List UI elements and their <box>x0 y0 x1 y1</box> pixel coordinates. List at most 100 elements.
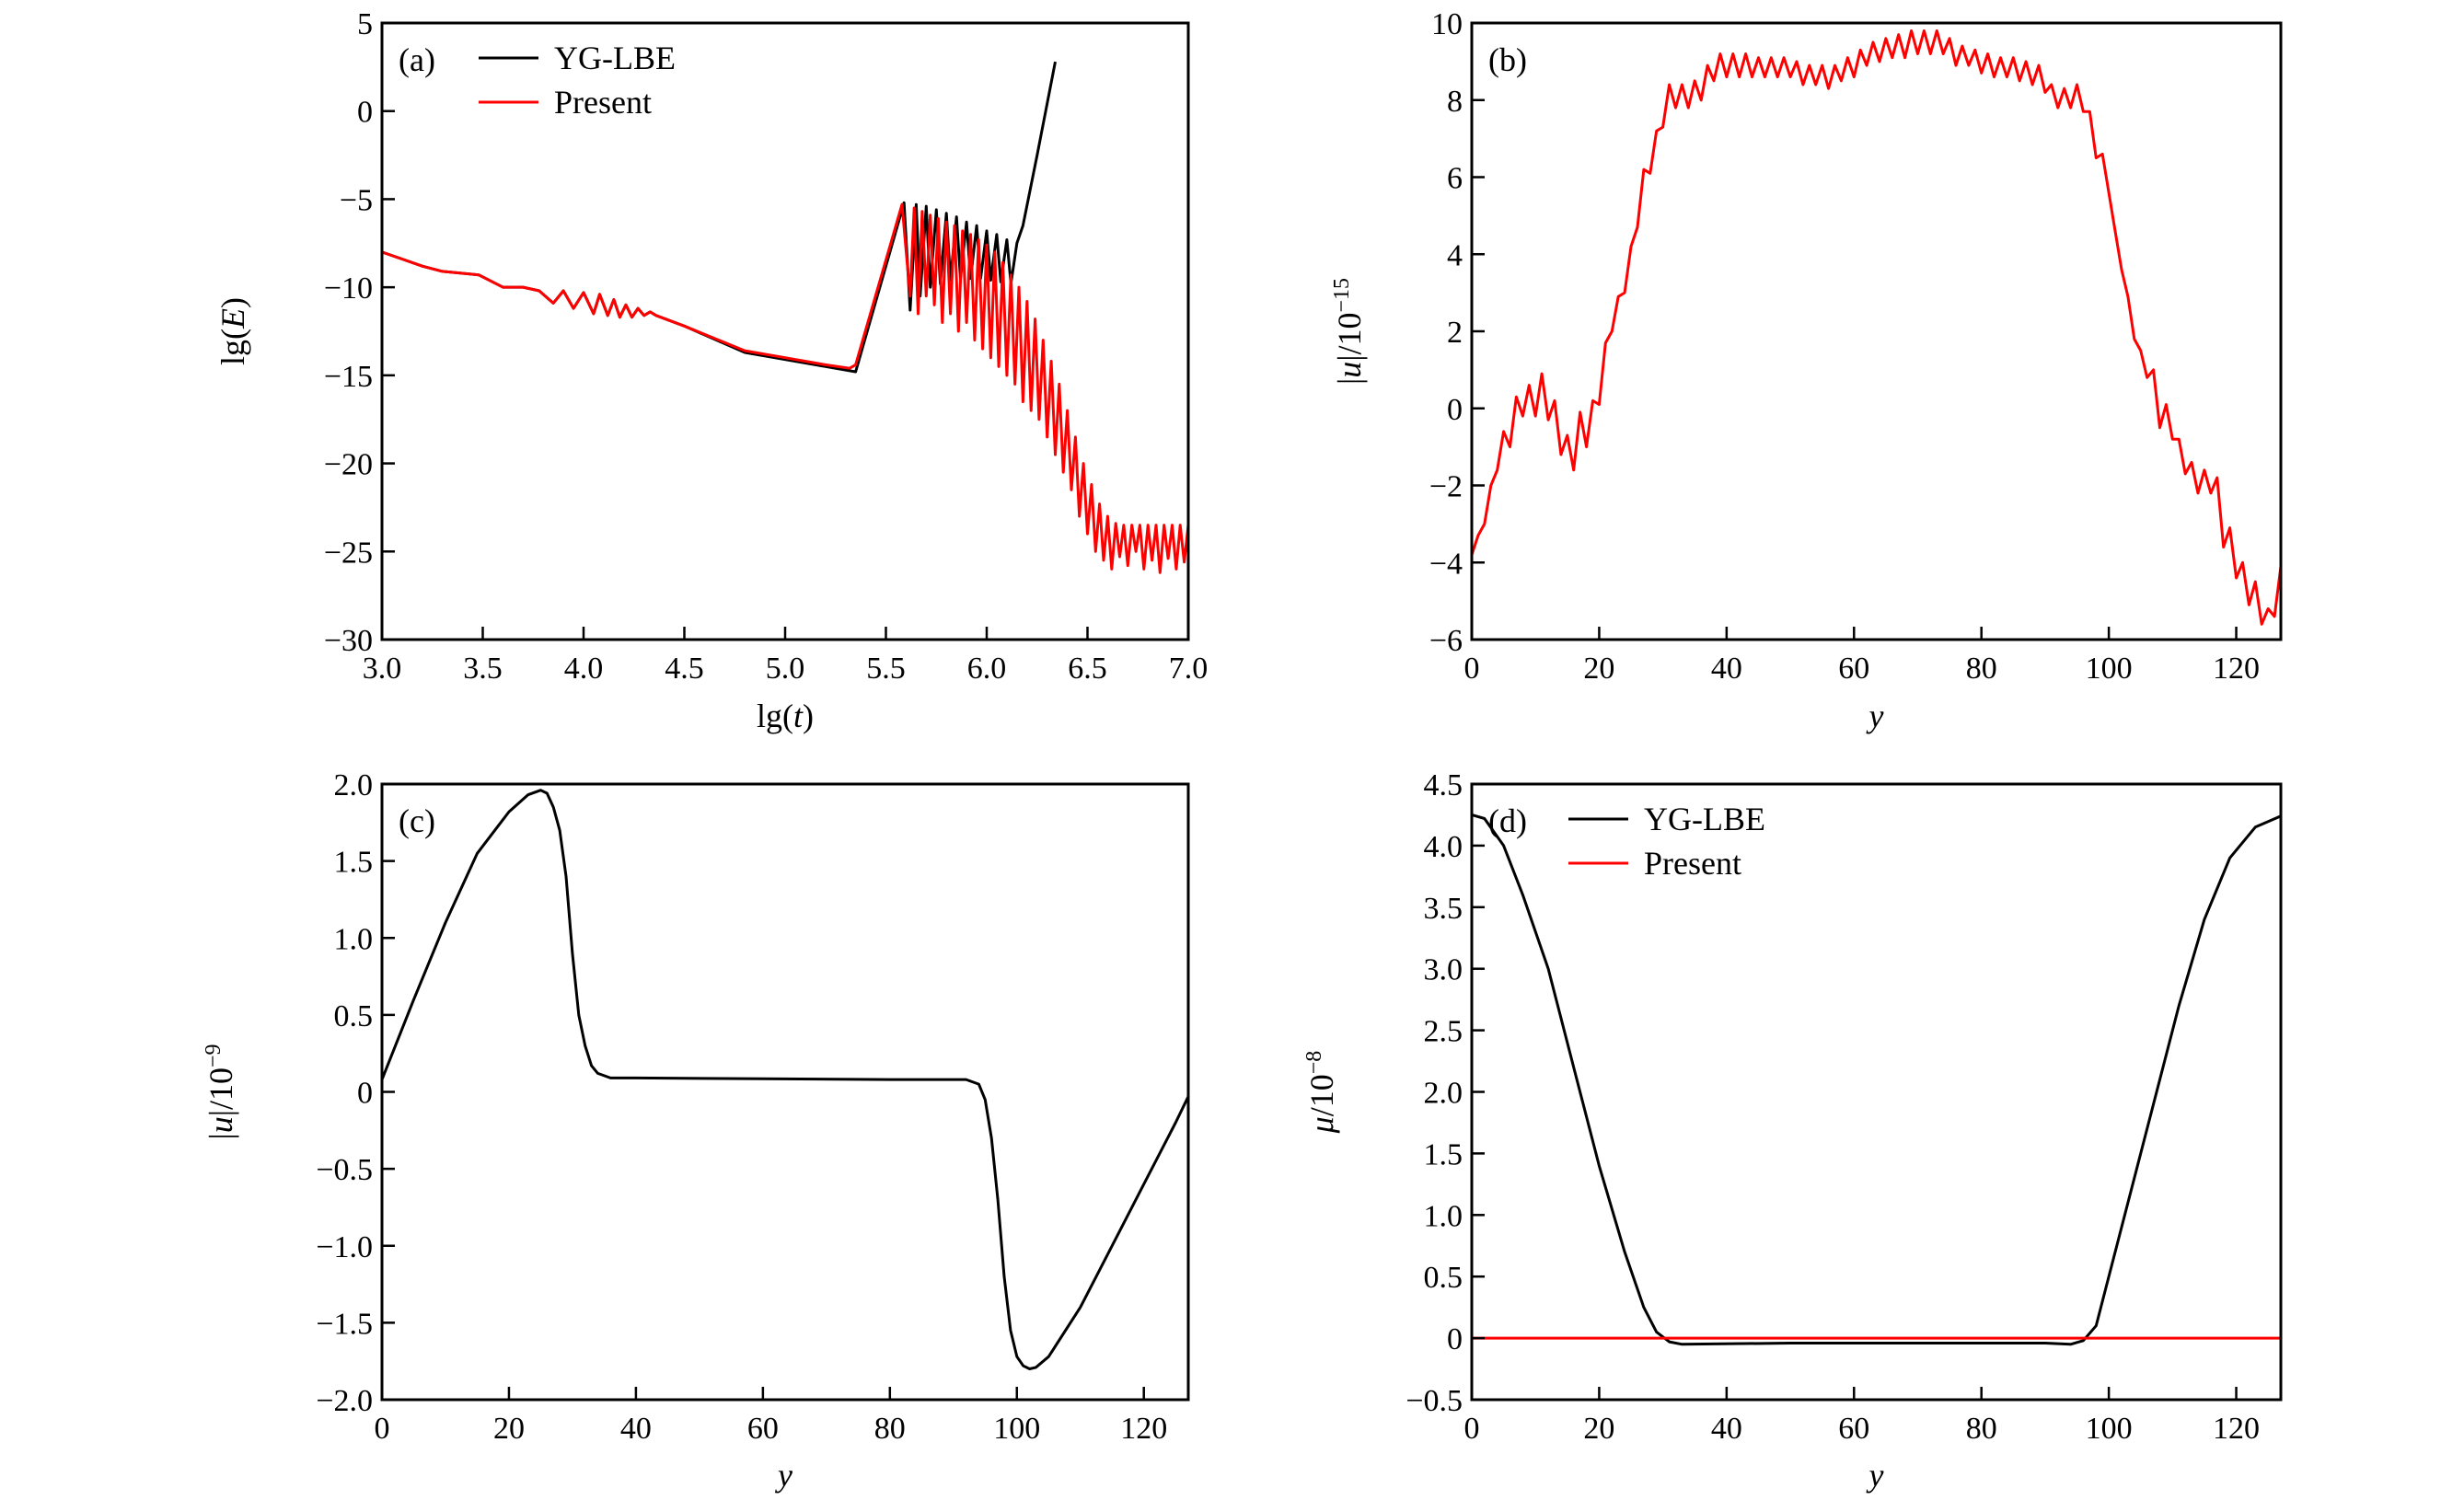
x-tick-label: 100 <box>993 1412 1040 1446</box>
x-tick-label: 40 <box>1711 652 1742 686</box>
y-axis-label-exponent: −9 <box>202 1044 226 1068</box>
y-axis-label-pre: lg( <box>214 329 251 365</box>
x-axis-label-it: y <box>775 1457 792 1494</box>
y-axis-label-pre: | <box>1331 378 1368 385</box>
x-axis-label-it: t <box>793 698 804 734</box>
y-axis-label-it: u <box>202 1116 239 1133</box>
x-tick-label: 0 <box>375 1412 390 1446</box>
y-axis-label-post: ) <box>214 297 251 308</box>
panel-b: 0 20 40 60 80 100 1201086420−2−4−6y|u|/10−15(b… <box>1330 7 2283 734</box>
x-tick-label: 6.0 <box>967 652 1007 686</box>
y-axis-label-post: |/10 <box>1331 313 1368 362</box>
x-tick-label: 3.5 <box>463 652 503 686</box>
y-tick-label: −6 <box>1429 624 1463 658</box>
y-tick-label: −20 <box>324 448 373 482</box>
y-axis-label-it: μ <box>1303 1116 1340 1134</box>
x-tick-label: 120 <box>2213 1412 2260 1446</box>
series-line-data <box>382 789 1188 1370</box>
y-tick-label: −2.0 <box>316 1384 373 1418</box>
x-tick-label: 3.0 <box>363 652 402 686</box>
y-tick-label: 0 <box>1447 393 1463 427</box>
x-axis-label: y <box>1867 698 1884 734</box>
y-tick-label: 0.5 <box>334 999 374 1033</box>
y-tick-label: 0.5 <box>1424 1261 1463 1295</box>
series-group <box>1472 29 2281 626</box>
series-line-yg-lbe <box>1472 813 2281 1346</box>
y-tick-label: 3.0 <box>1424 953 1463 987</box>
x-tick-label: 20 <box>493 1412 525 1446</box>
series-line-present <box>382 202 1188 574</box>
x-axis-label-it: y <box>1867 1457 1884 1494</box>
y-tick-label: 1.0 <box>1424 1199 1463 1233</box>
y-tick-label: −2 <box>1429 470 1463 504</box>
x-axis-label: y <box>1867 1457 1884 1494</box>
y-axis-label-it: u <box>1331 362 1368 378</box>
y-tick-label: 2.0 <box>334 768 374 802</box>
y-tick-label: 1.5 <box>1424 1137 1463 1171</box>
y-axis-label-exponent: −15 <box>1330 278 1354 313</box>
y-axis-label: lg(E) <box>214 297 251 365</box>
x-tick-label: 40 <box>620 1412 652 1446</box>
series-group <box>382 789 1188 1370</box>
y-axis-label: μ/10−8 <box>1302 1051 1340 1135</box>
x-tick-label: 80 <box>1966 1412 1997 1446</box>
x-axis-label: lg(t) <box>757 698 814 734</box>
x-axis-label-post: ) <box>803 698 814 734</box>
x-tick-label: 0 <box>1464 652 1480 686</box>
x-tick-label: 100 <box>2086 1412 2133 1446</box>
y-axis-label-post: |/10 <box>202 1067 239 1116</box>
y-tick-label: 1.5 <box>334 846 374 880</box>
x-tick-label: 60 <box>1838 1412 1869 1446</box>
x-tick-label: 120 <box>1120 1412 1167 1446</box>
x-axis-label-it: y <box>1867 698 1884 734</box>
y-axis-label: |u|/10−15 <box>1330 278 1368 385</box>
y-tick-label: 2.5 <box>1424 1015 1463 1049</box>
legend-label: Present <box>554 84 652 121</box>
y-tick-label: 0 <box>357 96 373 130</box>
y-tick-label: 8 <box>1447 85 1463 119</box>
y-tick-label: 5 <box>357 7 373 41</box>
x-tick-label: 120 <box>2213 652 2260 686</box>
y-tick-label: 4 <box>1447 238 1463 272</box>
y-tick-label: 4.0 <box>1424 830 1463 864</box>
y-tick-label: 1.0 <box>334 922 374 956</box>
plot-frame <box>1470 21 2283 641</box>
x-tick-label: 20 <box>1583 1412 1614 1446</box>
x-tick-label: 80 <box>874 1412 906 1446</box>
y-axis-label-pre: | <box>202 1133 239 1139</box>
y-tick-label: −10 <box>324 271 373 306</box>
x-axis-label: y <box>775 1457 792 1494</box>
y-tick-label: −25 <box>324 536 373 570</box>
series-group <box>1472 813 2281 1346</box>
x-tick-label: 100 <box>2086 652 2133 686</box>
y-tick-label: 4.5 <box>1424 768 1463 802</box>
y-axis-label: |u|/10−9 <box>202 1044 239 1140</box>
y-tick-label: −5 <box>340 183 373 217</box>
y-tick-label: 2 <box>1447 316 1463 350</box>
y-tick-label: −1.0 <box>316 1230 373 1264</box>
y-tick-label: 6 <box>1447 162 1463 196</box>
x-tick-label: 0 <box>1464 1412 1480 1446</box>
panel-label: (c) <box>399 802 435 839</box>
legend-label: Present <box>1644 845 1741 882</box>
panel-d: 0 20 40 60 80 100 120 4.5 4.0 3.5 3.0 2.5 2.0 1.5 1.0 0… <box>1302 768 2283 1494</box>
panel-a: 3.0 3.5 4.0 4.5 5.0 5.5 6.0 6.5 7.0 5 0 −5 −10 −15 −20… <box>214 7 1208 734</box>
y-tick-label: 0 <box>1447 1322 1463 1356</box>
y-tick-label: −4 <box>1429 547 1463 581</box>
x-tick-label: 80 <box>1966 652 1997 686</box>
panel-label: (b) <box>1488 41 1527 78</box>
y-tick-label: −0.5 <box>316 1153 373 1187</box>
x-axis-label-pre: lg( <box>757 698 793 734</box>
x-tick-label: 4.0 <box>564 652 604 686</box>
legend: YG-LBE Present <box>1568 801 1765 882</box>
x-tick-label: 5.5 <box>866 652 906 686</box>
y-tick-label: −0.5 <box>1406 1384 1463 1418</box>
x-tick-label: 40 <box>1711 1412 1742 1446</box>
y-tick-label: −1.5 <box>316 1307 373 1341</box>
plot-frame <box>1470 782 2283 1402</box>
panel-label: (d) <box>1488 802 1527 839</box>
plot-frame <box>380 21 1190 641</box>
legend-label: YG-LBE <box>1644 801 1765 837</box>
x-tick-label: 5.0 <box>766 652 805 686</box>
